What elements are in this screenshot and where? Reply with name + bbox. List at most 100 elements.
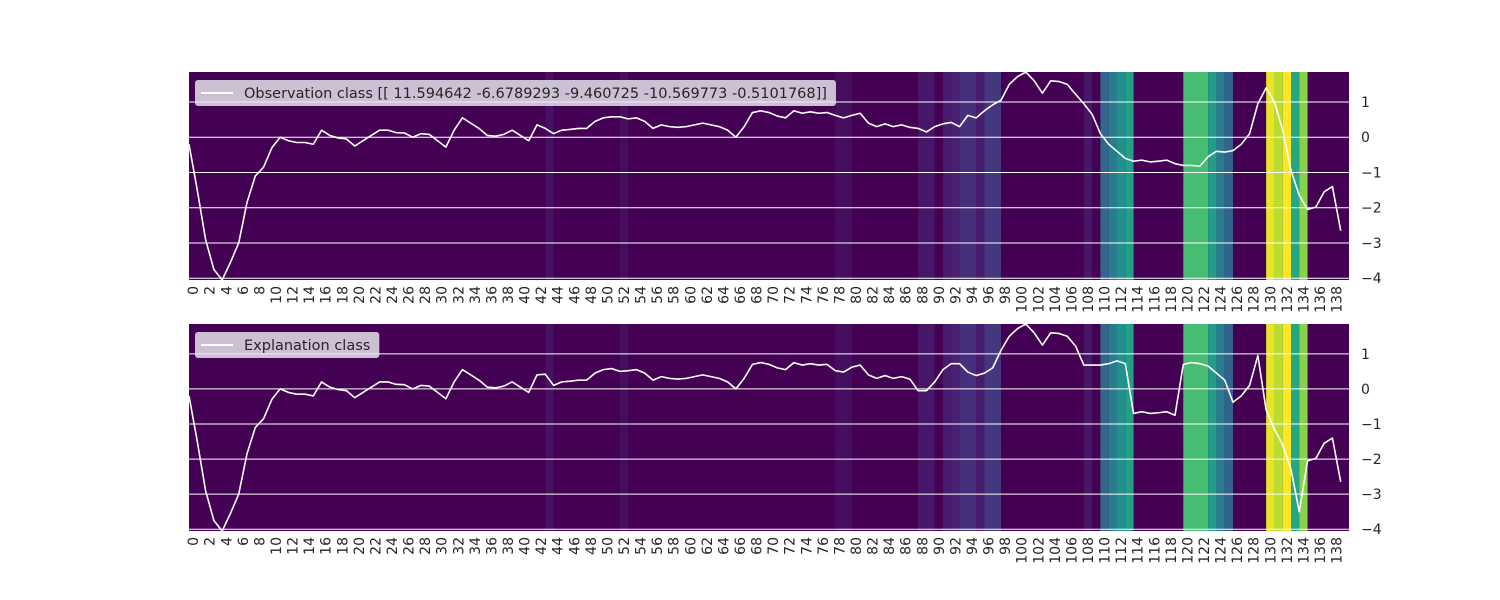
x-tick-label: 96 — [982, 286, 998, 304]
x-tick-label: 90 — [932, 537, 948, 555]
x-tick-label: 2 — [203, 537, 219, 546]
heatmap-cell — [918, 324, 935, 531]
heatmap-cell — [1100, 324, 1109, 531]
legend-box — [195, 332, 380, 358]
x-tick-label: 116 — [1147, 537, 1163, 564]
heatmap-cell — [1208, 324, 1217, 531]
x-tick-label: 122 — [1197, 537, 1213, 564]
heatmap-cell — [1274, 72, 1283, 280]
x-tick-label: 48 — [584, 537, 600, 555]
x-tick-label: 138 — [1330, 537, 1346, 564]
heatmap-cell — [1266, 72, 1275, 280]
x-tick-label: 98 — [998, 286, 1014, 304]
x-tick-label: 32 — [451, 537, 467, 555]
heatmap-cell — [1083, 324, 1093, 531]
y-tick-label: −3 — [1361, 487, 1382, 503]
x-tick-label: 62 — [700, 286, 716, 304]
heatmap-cell — [545, 72, 554, 280]
x-tick-label: 102 — [1031, 537, 1047, 564]
y-tick-label: 1 — [1361, 347, 1370, 363]
x-tick-label: 2 — [203, 286, 219, 295]
heatmap-cell — [619, 324, 629, 531]
x-tick-label: 120 — [1180, 537, 1196, 564]
x-tick-label: 16 — [319, 537, 335, 555]
x-tick-label: 18 — [335, 286, 351, 304]
x-tick-label: 10 — [269, 286, 285, 304]
x-tick-label: 58 — [667, 286, 683, 304]
x-tick-label: 44 — [551, 286, 567, 304]
x-tick-label: 92 — [948, 286, 964, 304]
heatmap-cell — [1224, 72, 1233, 280]
heatmap-cell — [959, 72, 977, 280]
x-tick-label: 52 — [617, 286, 633, 304]
x-tick-label: 38 — [501, 537, 517, 555]
heatmap-cell — [835, 324, 852, 531]
legend-box — [195, 80, 836, 106]
x-tick-label: 56 — [650, 286, 666, 304]
x-tick-label: 102 — [1031, 286, 1047, 313]
x-tick-label: 104 — [1048, 537, 1064, 564]
x-tick-label: 20 — [352, 537, 368, 555]
x-tick-label: 112 — [1114, 286, 1130, 313]
x-tick-label: 110 — [1098, 537, 1114, 564]
heatmap-cell — [1108, 324, 1117, 531]
x-tick-label: 122 — [1197, 286, 1213, 313]
x-tick-label: 78 — [832, 286, 848, 304]
x-tick-label: 28 — [418, 537, 434, 555]
y-tick-label: 1 — [1361, 95, 1370, 111]
heatmap-cell — [1125, 72, 1134, 280]
x-tick-label: 6 — [236, 537, 252, 546]
heatmap-cell — [943, 324, 952, 531]
x-tick-label: 138 — [1330, 286, 1346, 313]
heatmap-cell — [951, 72, 960, 280]
x-tick-label: 72 — [783, 537, 799, 555]
x-tick-label: 78 — [832, 537, 848, 555]
heatmap-cell — [1282, 324, 1291, 531]
x-tick-label: 0 — [186, 537, 202, 546]
x-tick-label: 72 — [783, 286, 799, 304]
heatmap-cell — [1183, 324, 1209, 531]
y-tick-label: 0 — [1361, 130, 1370, 146]
heatmap-background — [189, 324, 1349, 531]
heatmap-cell — [1299, 324, 1308, 531]
x-tick-label: 94 — [965, 286, 981, 304]
x-tick-label: 8 — [252, 537, 268, 546]
x-tick-label: 114 — [1131, 537, 1147, 564]
x-tick-label: 10 — [269, 537, 285, 555]
x-tick-label: 26 — [402, 537, 418, 555]
series-line-observation — [188, 71, 1342, 281]
x-tick-label: 22 — [368, 286, 384, 304]
x-tick-label: 58 — [667, 537, 683, 555]
x-tick-label: 14 — [302, 286, 318, 304]
x-tick-label: 60 — [683, 286, 699, 304]
x-tick-label: 30 — [435, 537, 451, 555]
x-tick-label: 100 — [1015, 286, 1031, 313]
heatmap-cell — [1100, 72, 1109, 280]
x-tick-label: 100 — [1015, 537, 1031, 564]
x-tick-label: 46 — [567, 286, 583, 304]
x-tick-label: 60 — [683, 537, 699, 555]
heatmap-cell — [1266, 324, 1275, 531]
x-tick-label: 76 — [816, 286, 832, 304]
chart-panel-1: 10−1−2−3−40 2 4 6 8 10 12 14 16 18 20 22 24 26 28 30 32 3… — [186, 71, 1382, 313]
x-tick-label: 74 — [799, 537, 815, 555]
heatmap-cell — [1183, 72, 1209, 280]
x-tick-label: 24 — [385, 537, 401, 555]
x-tick-label: 18 — [335, 537, 351, 555]
x-tick-label: 4 — [219, 286, 235, 295]
heatmap-cell — [1208, 72, 1217, 280]
x-tick-label: 46 — [567, 537, 583, 555]
x-tick-label: 132 — [1280, 286, 1296, 313]
heatmap-cell — [976, 72, 985, 280]
x-tick-label: 98 — [998, 537, 1014, 555]
x-tick-label: 40 — [518, 286, 534, 304]
x-tick-label: 44 — [551, 537, 567, 555]
x-tick-label: 106 — [1064, 537, 1080, 564]
x-tick-label: 118 — [1164, 537, 1180, 564]
heatmap-cell — [984, 72, 1001, 280]
x-tick-label: 22 — [368, 537, 384, 555]
chart-panel-2: 10−1−2−3−40 2 4 6 8 10 12 14 16 18 20 22 24 26 28 30 32 3… — [186, 323, 1382, 564]
x-tick-label: 124 — [1214, 286, 1230, 313]
heatmap-cell — [1299, 72, 1308, 280]
